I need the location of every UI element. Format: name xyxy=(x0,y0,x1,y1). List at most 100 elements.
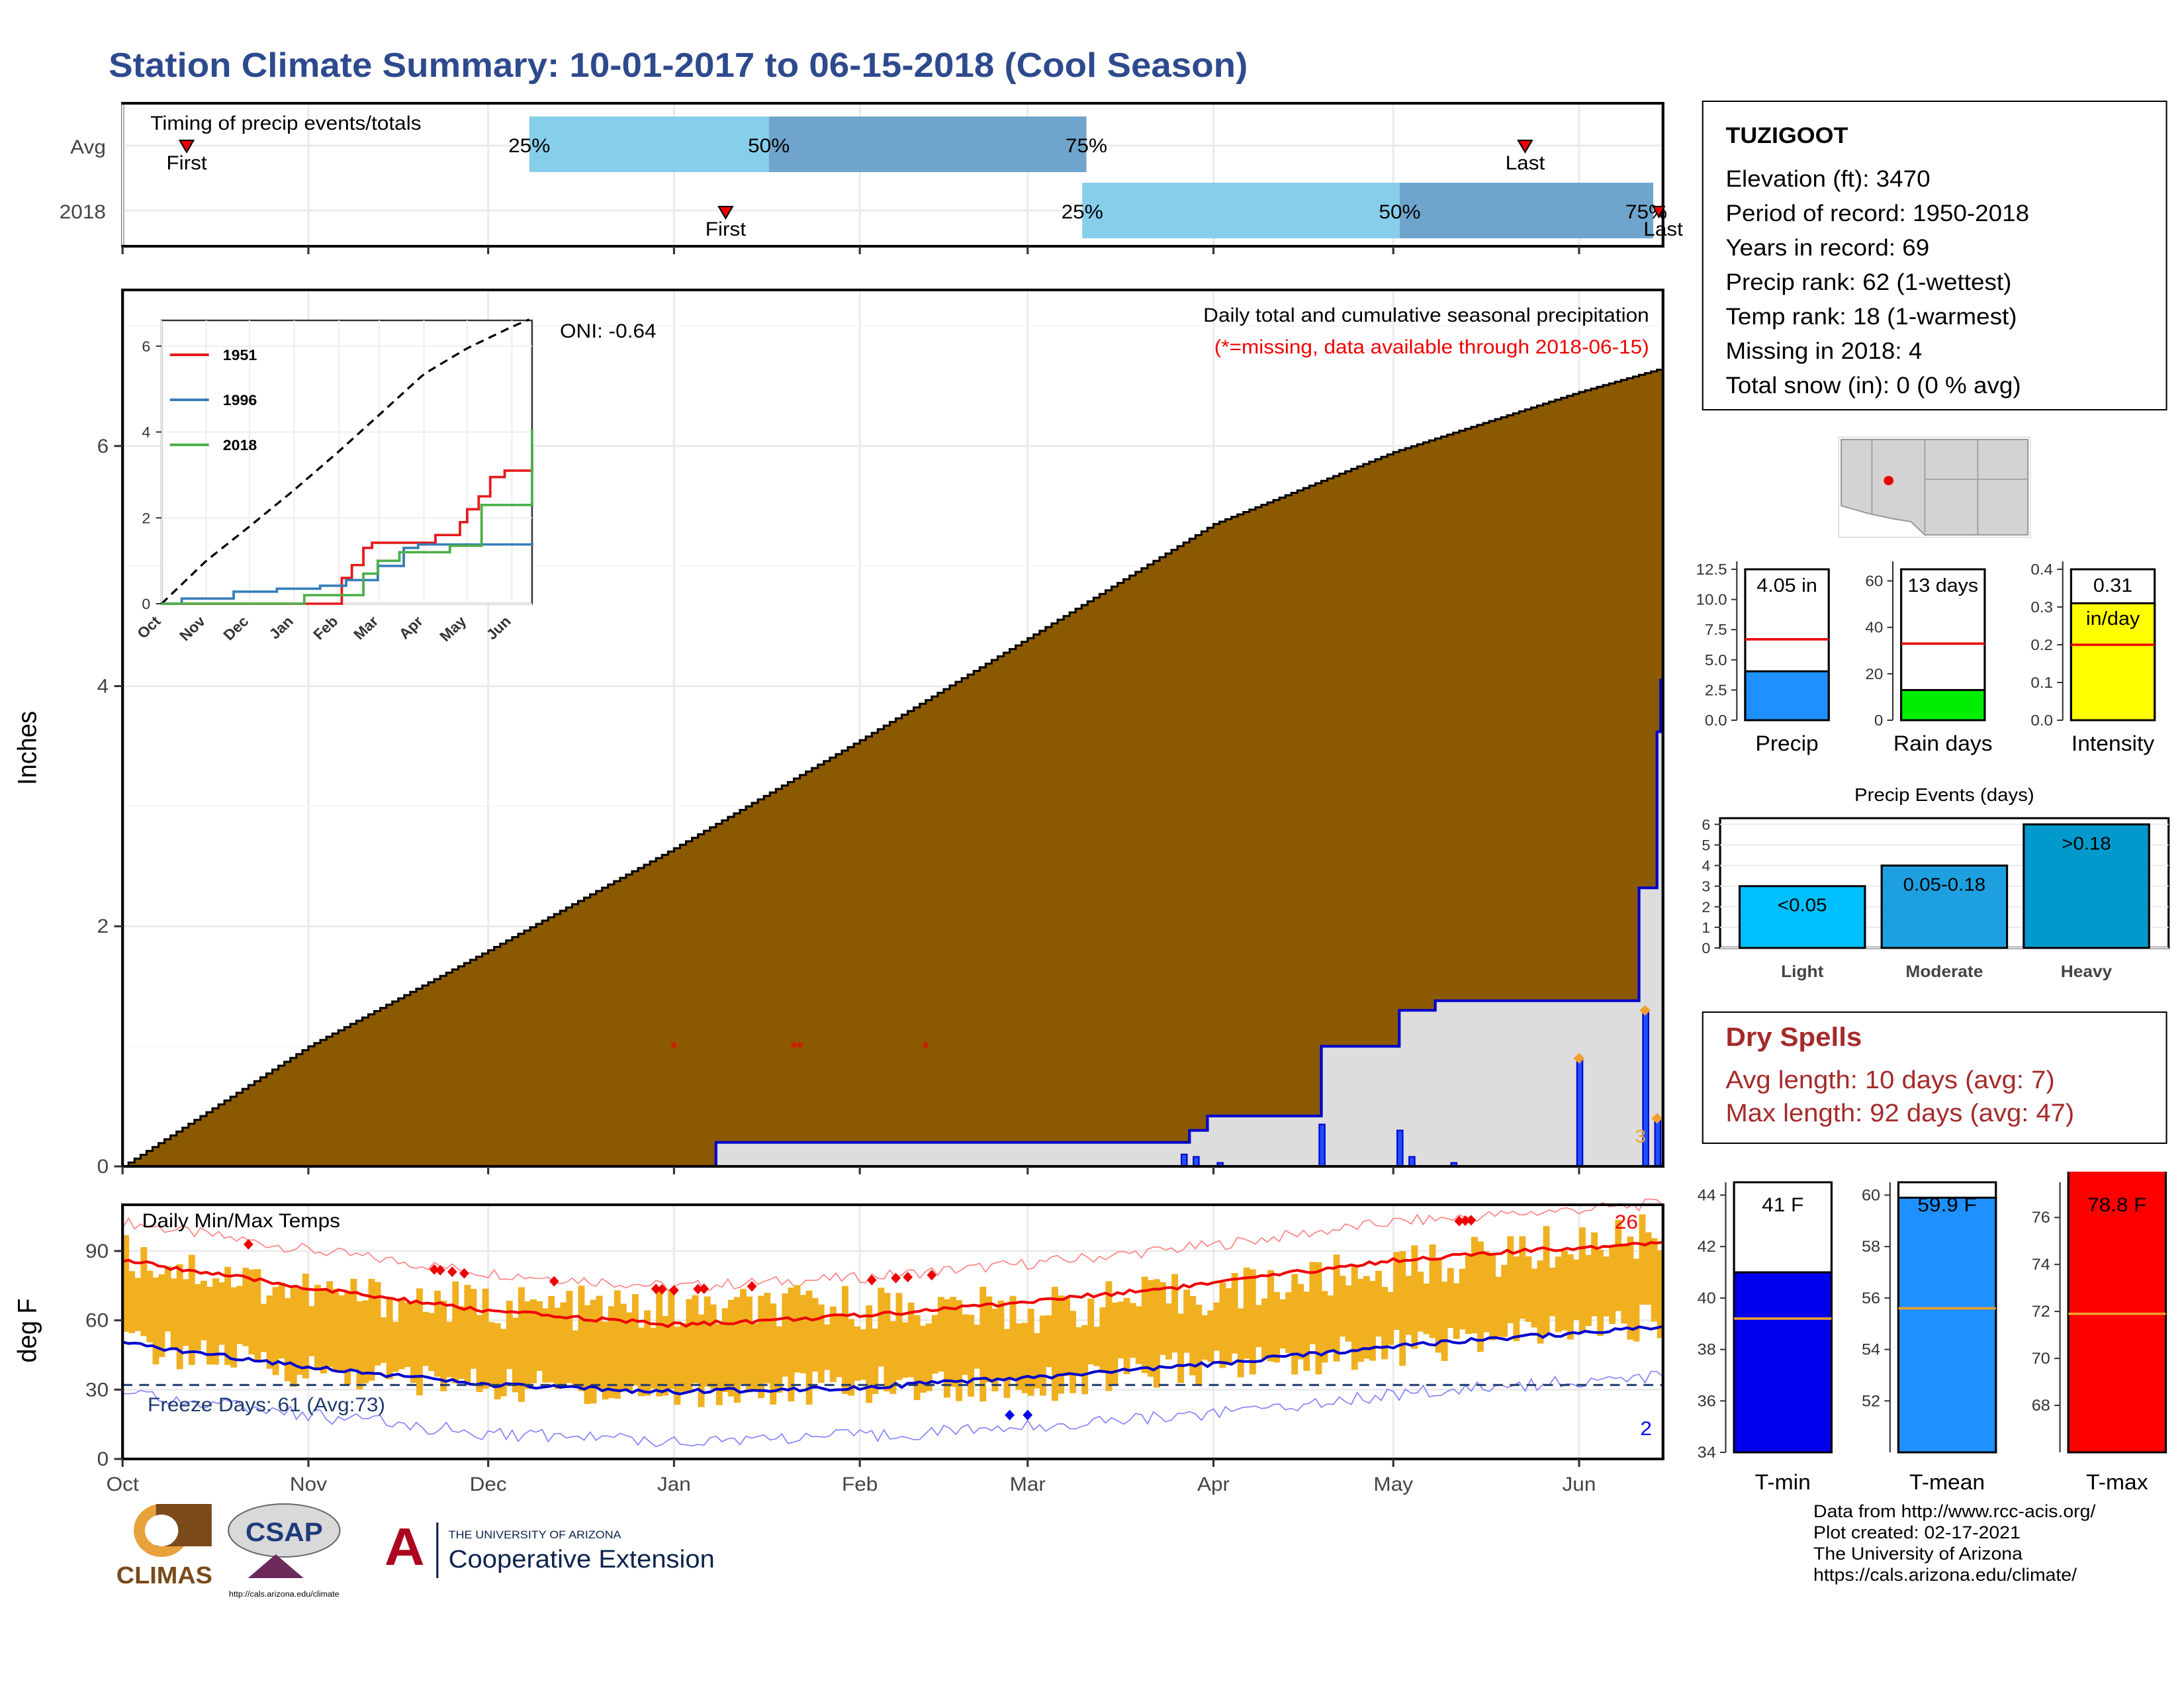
temp-bar-ytick: 70 xyxy=(2032,1350,2050,1368)
precip-note: Daily total and cumulative seasonal prec… xyxy=(1203,304,1649,326)
precip-ytick: 0 xyxy=(97,1155,109,1178)
daily-temp-bar xyxy=(296,1288,303,1375)
daily-temp-bar xyxy=(1081,1325,1089,1395)
daily-temp-bar xyxy=(284,1298,291,1382)
daily-temp-bar xyxy=(518,1287,525,1402)
missing-marker: * xyxy=(670,1038,678,1058)
precip-event-bar xyxy=(1880,865,2009,949)
daily-temp-bar xyxy=(362,1300,369,1383)
daily-temp-bar xyxy=(794,1285,801,1373)
daily-temp-bar xyxy=(1141,1276,1148,1374)
temp-bar-ytick: 42 xyxy=(1698,1239,1716,1256)
daily-temp-bar xyxy=(674,1327,681,1405)
daily-temp-bar xyxy=(404,1302,411,1368)
daily-temp-bar xyxy=(1045,1315,1052,1368)
daily-temp-bar xyxy=(1297,1284,1304,1360)
daily-temp-bar xyxy=(1501,1264,1508,1337)
precip-plot: * ** * xyxy=(121,289,1664,1174)
daily-temp-bar xyxy=(644,1310,651,1396)
daily-temp-bar xyxy=(1381,1287,1388,1360)
daily-temp-bar xyxy=(1363,1276,1370,1359)
daily-temp-bar xyxy=(817,1304,825,1383)
daily-temp-bar xyxy=(326,1281,334,1368)
timing-ticks xyxy=(121,246,1580,254)
daily-temp-bar xyxy=(1135,1306,1142,1364)
daily-temp-bar xyxy=(440,1300,447,1391)
avg-75-label: 75% xyxy=(1066,134,1107,157)
precip-event-category: Moderate xyxy=(1905,963,1983,981)
record-high-count: 26 xyxy=(1615,1211,1638,1233)
precip-event-marker xyxy=(1639,1005,1651,1016)
avg-last-marker xyxy=(1517,140,1533,154)
precip-event-bar xyxy=(2023,823,2150,949)
y2018-50-label: 50% xyxy=(1379,201,1420,223)
daily-temp-bar xyxy=(1003,1329,1011,1398)
temp-bar-ytick: 44 xyxy=(1698,1187,1716,1204)
daily-temp-bar xyxy=(236,1286,244,1344)
daily-temp-bar xyxy=(985,1296,993,1383)
daily-temp-bar xyxy=(350,1278,357,1369)
daily-temp-bar xyxy=(212,1278,219,1365)
daily-temp-bar xyxy=(176,1264,183,1370)
avg-first-label: First xyxy=(166,152,207,174)
inset-avg-line xyxy=(160,318,530,605)
daily-temp-bar xyxy=(1495,1276,1502,1337)
temp-bar-ytick: 36 xyxy=(1698,1393,1716,1410)
daily-temp-bar xyxy=(872,1329,879,1394)
daily-temp-bar xyxy=(1321,1291,1328,1363)
daily-temp-bar xyxy=(1375,1270,1382,1337)
daily-temp-bar xyxy=(1147,1280,1154,1377)
daily-temp-bar xyxy=(1279,1299,1287,1349)
svg-text:http://cals.arizona.edu/climat: http://cals.arizona.edu/climate xyxy=(229,1589,340,1599)
daily-temp-bar xyxy=(158,1274,165,1357)
daily-temp-bar xyxy=(1075,1327,1083,1374)
avg-max-line xyxy=(122,1241,1664,1329)
daily-temp-bar xyxy=(854,1326,861,1381)
avg-q1-bar xyxy=(529,117,769,172)
daily-precip-bar xyxy=(1408,1156,1416,1167)
precip-event-marker xyxy=(1573,1053,1585,1064)
daily-temp-bar xyxy=(578,1286,585,1391)
daily-temp-bar xyxy=(805,1290,813,1405)
daily-temp-bar xyxy=(272,1287,279,1376)
daily-temp-bar xyxy=(134,1278,142,1331)
precip-events-panel: Precip Events (days) <0.05 Light 0.05-0.18 M… xyxy=(1702,785,2170,981)
record-high-marker xyxy=(1460,1215,1471,1226)
daily-temp-bar xyxy=(698,1314,705,1407)
daily-temp-bar xyxy=(1471,1237,1478,1334)
daily-temp-bar xyxy=(182,1279,189,1346)
temp-month-label: May xyxy=(1373,1473,1413,1495)
daily-precip-bar xyxy=(1396,1129,1404,1167)
temp-bar xyxy=(1733,1271,1833,1454)
precip-event-bar-label: >0.18 xyxy=(2062,833,2111,854)
precip-event-ytick: 1 xyxy=(1702,919,1710,935)
inset-month-label: Nov xyxy=(176,613,208,644)
daily-temp-bar xyxy=(1225,1288,1232,1364)
inset-series-line xyxy=(161,430,533,605)
record-high-marker xyxy=(459,1268,469,1279)
missing-marker: * xyxy=(790,1038,797,1058)
inset-month-label: Oct xyxy=(134,613,164,641)
record-high-marker xyxy=(699,1283,709,1294)
precip-event-category: Light xyxy=(1781,963,1824,981)
temp-bar-panels: 41 F T-min 34 36 38 40 42 44 59.9 F T-mean 52 54 56 5… xyxy=(1698,1172,2167,1494)
daily-temp-bar xyxy=(1483,1251,1490,1333)
daily-temp-bar xyxy=(338,1295,345,1372)
daily-temp-bar xyxy=(1447,1268,1454,1329)
climas-logo: CLIMAS xyxy=(116,1504,212,1589)
temp-bar-value: 59.9 F xyxy=(1917,1194,1976,1216)
daily-temp-bar xyxy=(907,1302,915,1378)
daily-temp-bar xyxy=(884,1293,891,1391)
record-low-marker xyxy=(1005,1409,1015,1421)
daily-temp-bar xyxy=(991,1309,999,1391)
daily-temp-bar xyxy=(1117,1301,1124,1359)
daily-temp-bar xyxy=(656,1290,663,1397)
mini-bar-ytick: 40 xyxy=(1865,620,1883,636)
inset-month-label: Jun xyxy=(483,613,514,643)
daily-temp-bar xyxy=(740,1289,747,1384)
daily-temp-bar xyxy=(254,1269,261,1360)
y2018-first-label: First xyxy=(705,218,747,240)
event-count-label: 3 xyxy=(1635,1127,1646,1147)
mini-bar xyxy=(2070,602,2156,722)
daily-temp-bar xyxy=(416,1288,423,1395)
